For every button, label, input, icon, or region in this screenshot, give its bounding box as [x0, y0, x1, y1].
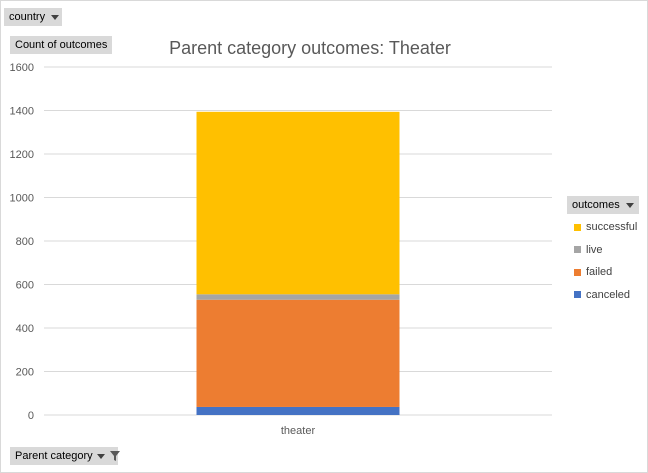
- legend-item-successful[interactable]: successful: [568, 216, 637, 239]
- bar-segment-live[interactable]: [196, 294, 400, 300]
- y-tick-label: 200: [16, 367, 34, 379]
- bar-segment-canceled[interactable]: [196, 406, 400, 415]
- legend-swatch: [574, 268, 581, 276]
- outcomes-filter-label: outcomes: [572, 199, 620, 211]
- parent-category-filter-label: Parent category: [15, 450, 93, 462]
- y-tick-label: 400: [16, 323, 34, 335]
- value-field-button[interactable]: Count of outcomes: [10, 36, 113, 54]
- dropdown-arrow-icon: [96, 453, 105, 459]
- country-filter-button[interactable]: country: [4, 8, 62, 26]
- country-filter-label: country: [9, 11, 46, 23]
- legend-item-live[interactable]: live: [568, 239, 637, 262]
- y-tick-label: 0: [28, 410, 34, 422]
- y-tick-label: 1200: [10, 149, 34, 161]
- legend-item-failed[interactable]: failed: [568, 261, 637, 284]
- legend-label: successful: [586, 221, 638, 234]
- chart-legend: successful live failed canceled: [568, 216, 637, 306]
- chart-title: Parent category outcomes: Theater: [169, 38, 451, 58]
- y-tick-label: 1600: [10, 62, 34, 74]
- parent-category-filter-button[interactable]: Parent category: [10, 447, 121, 465]
- y-tick-label: 1000: [10, 193, 34, 205]
- dropdown-arrow-icon: [51, 14, 60, 20]
- legend-label: canceled: [586, 288, 631, 301]
- dropdown-arrow-icon: [625, 202, 634, 208]
- legend-label: live: [586, 243, 603, 256]
- y-tick-label: 600: [16, 280, 34, 292]
- value-field-label: Count of outcomes: [15, 39, 108, 51]
- bar-segment-successful[interactable]: [196, 111, 400, 295]
- legend-swatch: [574, 223, 581, 231]
- bar-segment-failed[interactable]: [196, 299, 400, 407]
- x-tick-label: theater: [281, 425, 316, 437]
- legend-swatch: [574, 246, 581, 254]
- y-tick-label: 1400: [10, 106, 34, 118]
- outcomes-filter-button[interactable]: outcomes: [567, 196, 639, 214]
- filter-funnel-icon: [109, 450, 121, 462]
- legend-label: failed: [586, 266, 613, 279]
- y-tick-label: 800: [16, 236, 34, 248]
- legend-swatch: [574, 291, 581, 299]
- legend-item-canceled[interactable]: canceled: [568, 284, 637, 307]
